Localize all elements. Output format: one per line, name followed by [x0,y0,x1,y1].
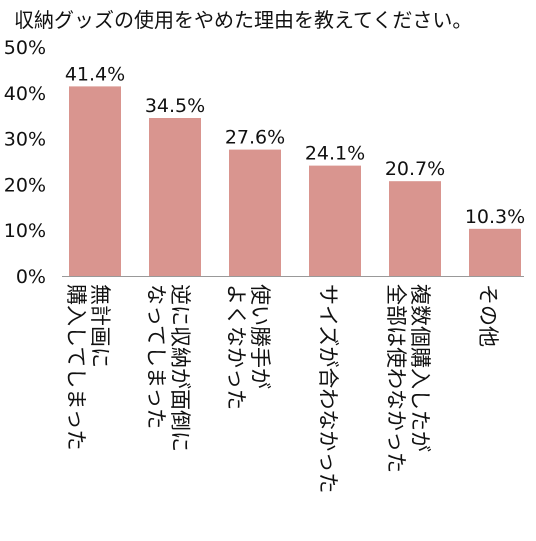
x-category-label: 無計画に [88,284,112,368]
x-category-label: 全部は使わなかった [384,284,408,473]
bar-value-label: 24.1% [305,143,365,165]
bar [149,117,201,277]
bar-value-label: 41.4% [65,63,125,85]
x-category-label: サイズが合わなかった [316,284,340,493]
bar-value-label: 10.3% [465,206,525,228]
x-category-label: 複数個購入したが [408,284,432,452]
bar [69,86,121,276]
x-category-label: その他 [476,284,500,347]
chart-title: 収納グッズの使用をやめた理由を教えてください。 [14,8,473,32]
x-category-label: 逆に収納が面倒に [168,284,192,452]
x-category-label: よくなかった [224,284,248,410]
x-category-label: なってしまった [144,284,168,429]
y-tick-label: 0% [16,266,46,288]
x-category-label: 使い勝手が [248,284,272,389]
bar [389,181,441,276]
x-category-label: 購入してしまった [64,284,88,451]
bar-value-label: 20.7% [385,158,445,180]
y-tick-label: 50% [4,37,46,59]
bar [309,165,361,276]
bar [229,149,281,276]
y-tick-label: 40% [4,83,46,105]
bar [469,228,521,276]
y-tick-label: 10% [4,220,46,242]
y-tick-label: 20% [4,174,46,196]
bar-value-label: 27.6% [225,127,285,149]
y-tick-label: 30% [4,129,46,151]
bar-value-label: 34.5% [145,95,205,117]
